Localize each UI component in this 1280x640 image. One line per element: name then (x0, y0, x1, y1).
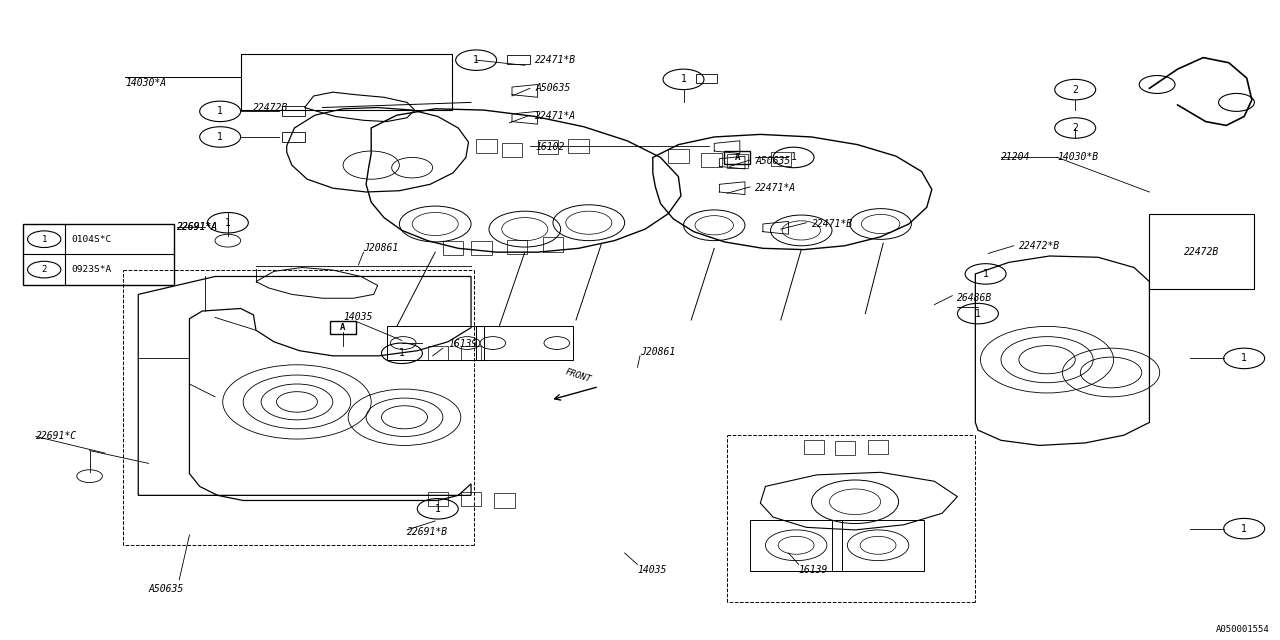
Text: 1: 1 (218, 132, 223, 142)
Text: 2: 2 (1073, 123, 1078, 133)
Bar (428, 346, 448, 360)
Bar (507, 240, 527, 254)
Bar (461, 346, 481, 360)
Bar (668, 149, 689, 163)
Text: 22691*A: 22691*A (177, 221, 218, 232)
Bar (507, 55, 530, 64)
Bar (701, 153, 722, 167)
Text: 14035: 14035 (343, 312, 372, 323)
Text: A50635: A50635 (755, 156, 791, 166)
Text: 22472B: 22472B (253, 102, 289, 113)
Text: 22471*A: 22471*A (755, 183, 796, 193)
Text: 1: 1 (681, 74, 686, 84)
Text: 22472*B: 22472*B (1019, 241, 1060, 252)
Bar (502, 143, 522, 157)
Bar (832, 520, 924, 571)
Bar (241, 54, 452, 110)
Text: 16139: 16139 (799, 564, 828, 575)
Text: 1: 1 (975, 308, 980, 319)
Bar (543, 237, 563, 252)
Text: 14035: 14035 (637, 564, 667, 575)
Text: 1: 1 (435, 504, 440, 514)
Text: 1: 1 (983, 269, 988, 279)
Text: A50635: A50635 (148, 584, 184, 594)
Bar (443, 241, 463, 255)
Bar (471, 241, 492, 255)
Text: 22691*C: 22691*C (36, 431, 77, 442)
Text: 26486B: 26486B (957, 292, 993, 303)
Text: 1: 1 (225, 218, 230, 228)
Text: 0104S*C: 0104S*C (72, 235, 111, 244)
Bar (696, 74, 717, 83)
Text: 22471*B: 22471*B (535, 55, 576, 65)
Bar (538, 140, 558, 154)
Bar (724, 151, 750, 164)
Bar (494, 493, 515, 508)
Bar (476, 326, 573, 360)
Bar (476, 139, 497, 153)
Bar (387, 326, 484, 360)
Bar (461, 492, 481, 506)
Text: 1: 1 (1242, 524, 1247, 534)
Text: J20861: J20861 (364, 243, 399, 253)
Bar (568, 139, 589, 153)
Text: 21204: 21204 (1001, 152, 1030, 163)
Bar (868, 440, 888, 454)
Text: 2: 2 (41, 265, 47, 274)
Text: 1: 1 (474, 55, 479, 65)
Text: 22472B: 22472B (1184, 246, 1220, 257)
Text: 2: 2 (1073, 84, 1078, 95)
Text: 22471*B: 22471*B (812, 219, 852, 229)
Text: 1: 1 (1242, 353, 1247, 364)
Text: A50635: A50635 (535, 83, 571, 93)
Text: 1: 1 (399, 348, 404, 358)
Bar (330, 321, 356, 334)
Text: A: A (735, 153, 740, 162)
Bar (23, 224, 174, 285)
Text: A: A (340, 323, 346, 332)
Text: 16102: 16102 (535, 142, 564, 152)
Text: 1: 1 (791, 152, 796, 163)
Bar (282, 132, 305, 142)
Text: 22691*B: 22691*B (407, 527, 448, 538)
Text: 14030*B: 14030*B (1057, 152, 1098, 163)
Text: A050001554: A050001554 (1216, 625, 1270, 634)
Text: 14030*A: 14030*A (125, 78, 166, 88)
Text: 1: 1 (218, 106, 223, 116)
Bar (1149, 214, 1254, 289)
Text: 22691*A: 22691*A (177, 221, 218, 232)
Text: J20861: J20861 (640, 347, 676, 357)
Text: FRONT: FRONT (564, 367, 593, 384)
Bar (835, 441, 855, 455)
Bar (282, 106, 305, 116)
Text: 1: 1 (41, 235, 47, 244)
Text: 22471*A: 22471*A (535, 111, 576, 122)
Text: 0923S*A: 0923S*A (72, 265, 111, 274)
Bar (771, 152, 791, 166)
Text: 16139: 16139 (448, 339, 477, 349)
Bar (804, 440, 824, 454)
Bar (727, 154, 748, 168)
Bar (750, 520, 842, 571)
Bar (428, 492, 448, 506)
